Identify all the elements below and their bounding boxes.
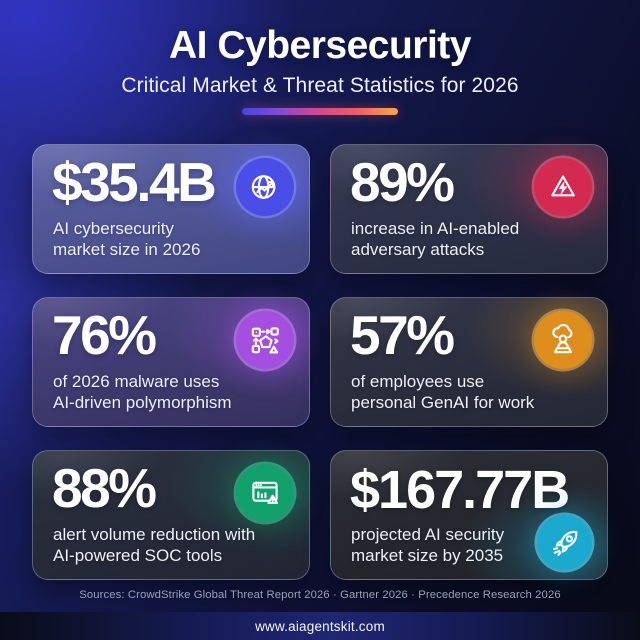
stat-label-line: increase in AI-enabled [351, 218, 520, 238]
stat-label: increase in AI-enabled adversary attacks [351, 218, 519, 260]
page-subtitle: Critical Market & Threat Statistics for … [121, 74, 519, 97]
stat-label-line: market size in 2026 [53, 239, 201, 259]
stat-label-line: of 2026 malware uses [53, 371, 220, 391]
stat-card-polymorphic-malware: 76% of 2026 malware uses AI-driven polym… [32, 297, 310, 427]
stat-label: alert volume reduction with AI-powered S… [53, 524, 255, 566]
stat-card-market-size-2035: $167.77B projected AI security market si… [330, 450, 608, 580]
footer-bar: www.aiagentskit.com [0, 612, 640, 640]
stat-label: AI cybersecurity market size in 2026 [53, 218, 200, 260]
stat-value: $167.77B [350, 460, 570, 520]
stat-value: 57% [350, 304, 455, 366]
stat-card-adversary-attacks: 89% increase in AI-enabled adversary att… [330, 144, 608, 274]
stat-card-genai-usage: 57% of employees use personal GenAI for … [330, 297, 608, 427]
stat-value: 76% [52, 304, 157, 366]
stat-label: of employees use personal GenAI for work [351, 371, 534, 413]
stat-label-line: projected AI security [351, 524, 505, 544]
stat-label-line: AI-driven polymorphism [53, 392, 232, 412]
stat-label-line: AI-powered SOC tools [53, 545, 223, 565]
gradient-divider [242, 108, 398, 115]
soc-dashboard-alert-icon [236, 464, 294, 522]
person-cloud-laptop-icon [534, 311, 592, 369]
stat-label-line: alert volume reduction with [53, 524, 256, 544]
stat-card-soc-alert-reduction: 88% alert volume reduction with AI-power… [32, 450, 310, 580]
globe-trend-icon [236, 158, 294, 216]
stat-label: of 2026 malware uses AI-driven polymorph… [53, 371, 232, 413]
website-url: www.aiagentskit.com [255, 618, 385, 634]
stat-label-line: adversary attacks [351, 239, 485, 259]
sources-text: Sources: CrowdStrike Global Threat Repor… [79, 589, 561, 601]
alert-triangle-bolt-icon [534, 158, 592, 216]
page-title: AI Cybersecurity [169, 24, 471, 67]
stat-label-line: of employees use [351, 371, 485, 391]
stat-value: 88% [52, 457, 157, 519]
stat-label-line: personal GenAI for work [351, 392, 535, 412]
stat-value: $35.4B [52, 151, 217, 213]
stat-label: projected AI security market size by 203… [351, 524, 504, 566]
stat-value: 89% [350, 151, 455, 213]
stat-card-market-size-2026: $35.4B AI cybersecurity market size in 2… [32, 144, 310, 274]
stat-label-line: market size by 2035 [351, 545, 504, 565]
stat-label-line: AI cybersecurity [53, 218, 174, 238]
rocket-icon [537, 515, 592, 570]
shapes-morph-icon [236, 311, 294, 369]
